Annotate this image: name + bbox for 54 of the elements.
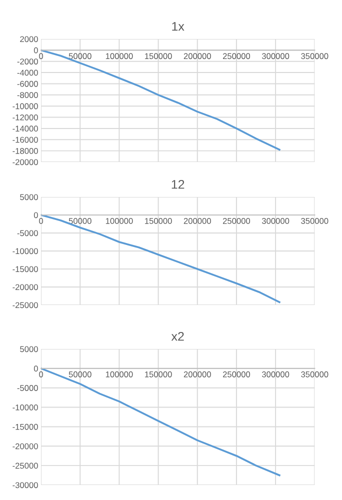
y-tick-label: -14000 <box>12 126 38 132</box>
y-tick-label: -6000 <box>17 80 38 87</box>
x-tick-label: 100000 <box>106 218 133 224</box>
x-tick-label: 100000 <box>106 53 133 60</box>
x-tick-label: 150000 <box>145 218 172 224</box>
y-tick-label: -15000 <box>12 424 38 430</box>
x-tick-label: 200000 <box>184 218 211 224</box>
x-tick-label: 150000 <box>145 371 172 378</box>
y-tick-label: 0 <box>34 212 38 218</box>
y-tick-label: 0 <box>34 47 38 54</box>
x-tick-label: 300000 <box>262 371 290 378</box>
y-tick-label: -20000 <box>12 284 38 290</box>
x-tick-label: 350000 <box>301 218 328 224</box>
y-tick-label: -10000 <box>12 103 38 110</box>
y-tick-label: -8000 <box>17 92 38 98</box>
y-tick-label: -20000 <box>12 159 38 166</box>
x-tick-label: 50000 <box>68 53 92 60</box>
x-tick-label: 350000 <box>301 371 328 378</box>
y-tick-label: -30000 <box>12 482 38 488</box>
y-tick-label: -20000 <box>12 443 38 450</box>
y-tick-label: -16000 <box>12 136 38 143</box>
x-tick-label: 300000 <box>262 218 290 224</box>
y-tick-label: 2000 <box>20 36 38 42</box>
x-tick-label: 200000 <box>184 371 211 378</box>
chart-title: 1x <box>172 22 184 31</box>
y-tick-label: -25000 <box>12 302 38 308</box>
y-tick-label: 5000 <box>20 346 38 352</box>
x-tick-label: 0 <box>39 371 44 378</box>
y-tick-label: 0 <box>34 366 38 372</box>
y-tick-label: -10000 <box>12 404 38 410</box>
y-tick-label: -15000 <box>12 266 38 272</box>
y-tick-label: -5000 <box>17 385 38 391</box>
x-tick-label: 200000 <box>184 53 211 60</box>
y-tick-label: -5000 <box>17 230 38 236</box>
x-tick-label: 250000 <box>222 218 250 224</box>
y-tick-label: 5000 <box>20 194 38 200</box>
x-tick-label: 50000 <box>68 371 92 378</box>
x-tick-label: 150000 <box>145 53 172 60</box>
chart-title: 12 <box>172 180 184 189</box>
x-tick-label: 0 <box>39 218 44 224</box>
y-tick-label: -10000 <box>12 248 38 254</box>
x-tick-label: 250000 <box>222 53 250 60</box>
y-tick-label: -4000 <box>17 70 38 76</box>
chart-title: x2 <box>171 332 184 341</box>
y-tick-label: -2000 <box>17 58 38 64</box>
x-tick-label: 100000 <box>106 371 133 378</box>
x-tick-label: 250000 <box>222 371 250 378</box>
x-tick-label: 300000 <box>262 53 290 60</box>
y-tick-label: -18000 <box>12 148 38 154</box>
y-tick-label: -12000 <box>12 114 38 120</box>
x-tick-label: 350000 <box>301 53 328 60</box>
x-tick-label: 50000 <box>68 218 92 224</box>
x-tick-label: 0 <box>39 53 44 60</box>
y-tick-label: -25000 <box>12 462 38 469</box>
